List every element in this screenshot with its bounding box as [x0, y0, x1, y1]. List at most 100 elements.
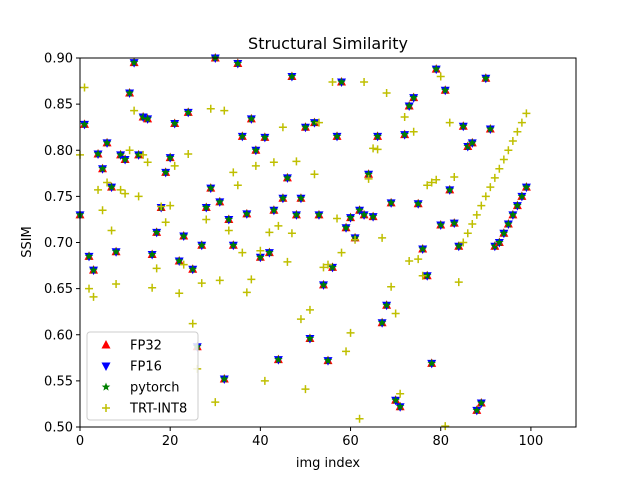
pytorch-point	[409, 93, 418, 102]
pytorch-point	[346, 213, 355, 222]
trt-int8-point	[513, 127, 522, 136]
chart-title: Structural Similarity	[248, 34, 408, 53]
y-tick-label: 0.70	[44, 236, 73, 251]
x-axis-label: img index	[296, 456, 361, 471]
pytorch-point	[233, 59, 243, 68]
trt-int8-point	[387, 282, 396, 291]
trt-int8-point	[107, 226, 116, 235]
trt-int8-point	[175, 289, 184, 298]
pytorch-point	[107, 182, 116, 191]
trt-int8-point	[134, 192, 143, 201]
trt-int8-point	[238, 248, 247, 257]
trt-int8-point	[157, 202, 166, 211]
y-axis-ticks: 0.50 0.55 0.60 0.65 0.70 0.75 0.80 0.85 0.90	[44, 52, 80, 436]
pytorch-point	[138, 112, 148, 121]
pytorch-point	[522, 182, 531, 191]
pytorch-point	[84, 251, 94, 260]
pytorch-point	[93, 149, 103, 158]
trt-int8-point	[337, 248, 346, 257]
trt-int8-point	[423, 181, 432, 190]
pytorch-point	[111, 247, 121, 256]
y-tick-label: 0.90	[44, 52, 73, 67]
trt-int8-point	[94, 185, 103, 194]
trt-int8-point	[391, 309, 400, 318]
trt-int8-point	[301, 385, 310, 394]
pytorch-point	[504, 219, 513, 228]
trt-int8-point	[342, 347, 351, 356]
trt-int8-point	[346, 328, 355, 337]
trt-int8-point	[143, 158, 152, 167]
legend-label: TRT-INT8	[129, 402, 187, 417]
pytorch-point	[256, 252, 265, 261]
trt-int8-point	[278, 123, 287, 132]
pytorch-point	[269, 205, 279, 214]
pytorch-point	[323, 356, 333, 365]
trt-int8-point	[265, 228, 274, 237]
trt-int8-point	[274, 221, 283, 230]
pytorch-point	[418, 244, 427, 253]
pytorch-point	[224, 214, 234, 224]
pytorch-point	[495, 238, 504, 247]
pytorch-point	[477, 398, 486, 407]
trt-int8-point	[247, 275, 256, 284]
y-axis-label: SSIM	[20, 226, 35, 258]
pytorch-point	[468, 138, 477, 147]
trt-int8-point	[220, 106, 229, 115]
trt-int8-point	[229, 168, 238, 177]
legend-label: FP32	[130, 339, 162, 354]
legend-label: FP16	[130, 360, 162, 375]
trt-int8-point	[364, 174, 373, 183]
pytorch-point	[278, 193, 288, 202]
trt-int8-point	[319, 263, 328, 272]
pytorch-point	[490, 241, 500, 250]
trt-int8-point	[495, 164, 504, 173]
pytorch-point	[513, 201, 522, 210]
legend-marker-fp16	[101, 362, 111, 371]
pytorch-point	[368, 212, 378, 221]
plot-area	[75, 53, 531, 431]
pytorch-point	[143, 114, 152, 123]
pytorch-point	[499, 228, 509, 237]
pytorch-point	[220, 374, 229, 383]
pytorch-point	[328, 262, 337, 272]
legend: FP32 FP16 pytorch TRT-INT8	[86, 331, 199, 421]
trt-int8-point	[112, 280, 121, 289]
trt-int8-point	[211, 398, 220, 407]
trt-int8-point	[333, 214, 342, 223]
trt-int8-point	[409, 127, 418, 136]
x-axis-ticks: 0 20 40 60 80 100	[76, 427, 543, 449]
pytorch-point	[413, 199, 423, 208]
y-tick-label: 0.50	[44, 421, 73, 436]
pytorch-point	[80, 119, 89, 129]
pytorch-point	[206, 183, 216, 192]
pytorch-point	[251, 145, 261, 154]
pytorch-point	[129, 58, 139, 67]
pytorch-point	[98, 164, 107, 173]
trt-int8-point	[197, 279, 206, 288]
pytorch-point	[283, 173, 292, 182]
pytorch-point	[463, 142, 473, 151]
trt-int8-point	[116, 185, 125, 194]
trt-int8-point	[463, 229, 472, 238]
pytorch-point	[445, 185, 455, 194]
trt-int8-point	[206, 104, 215, 113]
pytorch-point	[404, 101, 414, 110]
pytorch-point	[179, 231, 188, 240]
pytorch-point	[125, 88, 134, 97]
trt-int8-point	[405, 256, 414, 265]
pytorch-point	[422, 271, 432, 280]
trt-int8-point	[373, 145, 382, 154]
trt-int8-point	[355, 414, 364, 423]
trt-int8-point	[292, 157, 301, 166]
pytorch-point	[517, 191, 527, 201]
pytorch-point	[395, 402, 405, 411]
trt-int8-point	[89, 292, 98, 301]
pytorch-point	[427, 358, 436, 367]
trt-int8-point	[296, 315, 305, 324]
trt-int8-point	[450, 173, 459, 182]
trt-int8-point	[179, 260, 188, 269]
trt-int8-point	[161, 218, 170, 227]
trt-int8-point	[215, 276, 224, 285]
pytorch-point	[337, 77, 346, 86]
